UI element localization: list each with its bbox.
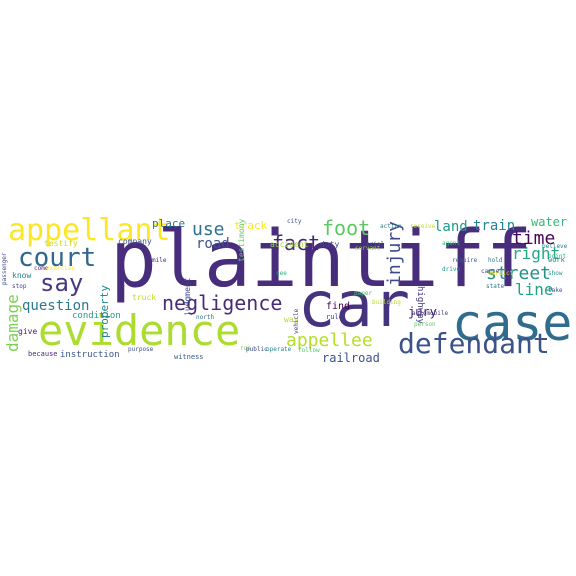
word-work: work: [548, 256, 566, 264]
word-railroad: railroad: [322, 351, 380, 365]
word-public: public: [246, 346, 268, 353]
word-injury: injury: [384, 221, 405, 286]
word-person: person: [414, 321, 436, 328]
word-give: give: [18, 327, 37, 336]
word-vehicle: vehicle: [293, 308, 300, 334]
word-mile: mile: [152, 257, 167, 264]
word-verdict: verdict: [488, 270, 514, 277]
word-land: land: [434, 219, 468, 235]
word-use: use: [192, 219, 225, 240]
word-accident: accident: [270, 240, 309, 249]
word-require: require: [452, 257, 478, 264]
word-question: question: [22, 298, 89, 314]
word-company: company: [118, 237, 152, 246]
word-damage: damage: [3, 294, 22, 352]
word-trial: trial: [366, 241, 384, 248]
word-cause: cause: [481, 268, 499, 275]
word-say: say: [40, 269, 83, 297]
word-train: train: [473, 218, 515, 234]
word-north: north: [196, 314, 214, 321]
word-fact: fact: [272, 231, 320, 255]
word-testify: testify: [44, 239, 78, 248]
word-show: show: [548, 270, 563, 277]
word-action: action: [380, 223, 402, 230]
word-because: because: [28, 350, 58, 358]
word-property: property: [98, 285, 111, 338]
word-see: see: [276, 270, 287, 277]
word-operate: operate: [266, 346, 292, 353]
word-place: place: [152, 217, 185, 230]
word-follow: follow: [298, 347, 320, 354]
word-line: line: [515, 280, 554, 299]
word-servant: servant: [355, 245, 381, 252]
word-foot: foot: [322, 216, 370, 240]
word-run: run: [240, 345, 251, 352]
word-water: water: [531, 215, 567, 229]
word-passenger: passenger: [1, 252, 8, 285]
word-paper: paper: [354, 290, 372, 297]
word-automobile: automobile: [412, 310, 449, 317]
word-right: right: [512, 244, 560, 263]
word-state: state: [486, 283, 504, 290]
word-point: point: [548, 253, 566, 260]
word-street: street: [486, 263, 551, 284]
word-road: road: [196, 236, 230, 252]
word-stop: stop: [12, 283, 27, 290]
word-find: find: [326, 301, 350, 312]
word-witness: witness: [174, 353, 204, 361]
word-way: way: [284, 315, 299, 324]
word-believe: believe: [542, 243, 568, 250]
word-appellant: appellant: [8, 213, 171, 248]
word-know: know: [12, 271, 31, 280]
word-highway: highway: [415, 286, 425, 325]
word-appellee: appellee: [286, 330, 373, 351]
word-truck: truck: [132, 293, 156, 302]
word-duty: duty: [320, 240, 339, 249]
word-car: car: [298, 268, 410, 341]
word-jury: jury: [408, 305, 437, 319]
word-court: court: [18, 243, 96, 273]
word-defendant: defendant: [398, 327, 550, 360]
word-exercise: exercise: [46, 265, 75, 272]
word-evidence: evidence: [38, 306, 240, 355]
word-agent: agent: [442, 240, 460, 247]
word-hold: hold: [488, 257, 503, 264]
word-judgment: judgment: [183, 277, 192, 316]
word-negligence: negligence: [162, 291, 282, 315]
word-condition: condition: [72, 311, 121, 321]
word-instruction: instruction: [60, 350, 120, 360]
word-plaintiff: plaintiff: [110, 215, 533, 305]
word-time: time: [512, 228, 555, 249]
word-case: case: [452, 294, 572, 352]
word-testimony: testimony: [237, 218, 246, 262]
word-city: city: [287, 218, 302, 225]
word-drive: drive: [442, 266, 460, 273]
word-purpose: purpose: [128, 346, 154, 353]
word-track: track: [234, 219, 267, 232]
word-take: take: [548, 287, 563, 294]
word-rule: rule: [326, 313, 343, 321]
word-receive: receive: [410, 223, 436, 230]
word-come: come: [34, 265, 49, 272]
word-building: building: [372, 299, 401, 306]
